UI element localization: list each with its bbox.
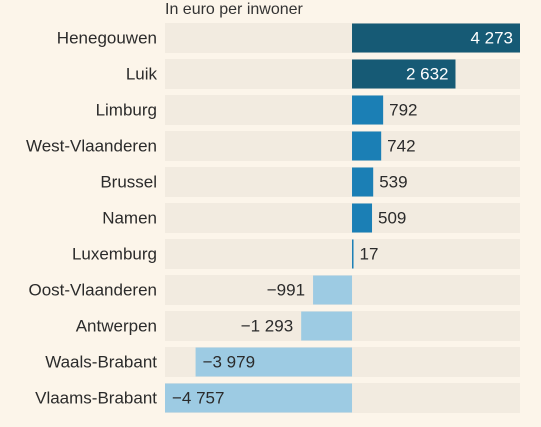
value-label: −3 979 xyxy=(203,353,255,372)
bar xyxy=(352,167,374,197)
bar xyxy=(352,59,456,89)
category-label: Waals-Brabant xyxy=(45,353,157,372)
row-background xyxy=(165,59,520,89)
bar xyxy=(352,203,373,233)
bar xyxy=(352,95,384,125)
category-label: Luik xyxy=(126,65,158,84)
bar xyxy=(352,23,520,53)
value-label: 792 xyxy=(389,101,417,120)
bar xyxy=(352,239,354,269)
category-label: Luxemburg xyxy=(72,245,157,264)
value-label: 4 273 xyxy=(470,29,513,48)
bar xyxy=(195,347,353,377)
bar xyxy=(352,131,382,161)
value-label: 17 xyxy=(360,245,379,264)
value-label: −991 xyxy=(267,281,305,300)
value-label: 742 xyxy=(387,137,415,156)
category-label: Namen xyxy=(102,209,157,228)
row-background xyxy=(165,203,520,233)
category-label: West-Vlaanderen xyxy=(26,137,157,156)
category-label: Brussel xyxy=(100,173,157,192)
value-label: −4 757 xyxy=(172,389,224,408)
category-label: Limburg xyxy=(96,101,157,120)
value-label: 509 xyxy=(378,209,406,228)
row-background xyxy=(165,131,520,161)
bar xyxy=(165,383,353,413)
row-background xyxy=(165,95,520,125)
category-label: Antwerpen xyxy=(76,317,157,336)
value-label: 539 xyxy=(379,173,407,192)
value-label: −1 293 xyxy=(241,317,293,336)
row-background xyxy=(165,167,520,197)
category-label: Oost-Vlaanderen xyxy=(28,281,157,300)
value-label: 2 632 xyxy=(406,65,449,84)
bar xyxy=(301,311,353,341)
row-background xyxy=(165,239,520,269)
category-label: Vlaams-Brabant xyxy=(35,389,157,408)
bar xyxy=(313,275,353,305)
chart-subtitle: In euro per inwoner xyxy=(165,1,304,18)
category-label: Henegouwen xyxy=(57,29,157,48)
